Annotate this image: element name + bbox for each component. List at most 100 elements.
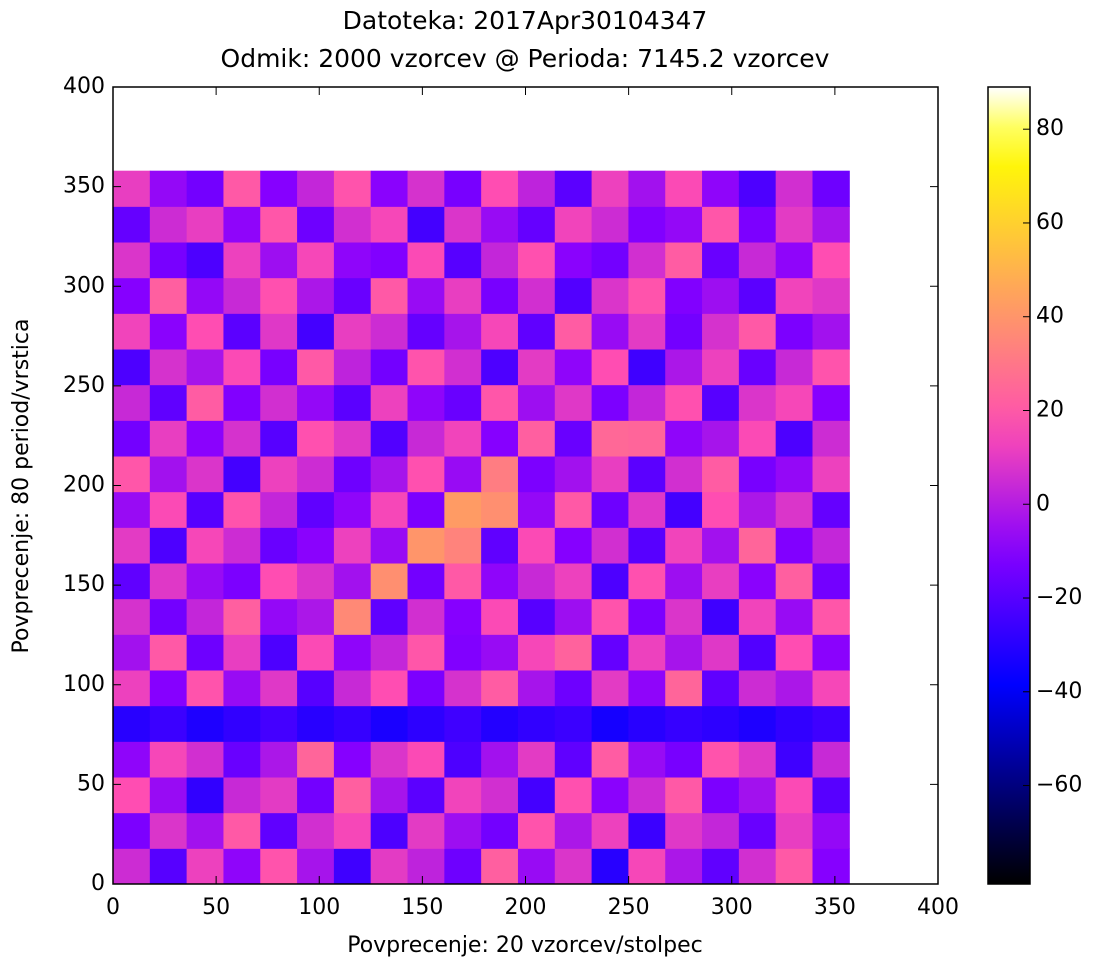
heatmap-cell — [223, 670, 261, 707]
heatmap-cell — [628, 634, 666, 671]
heatmap-cell — [333, 634, 372, 671]
heatmap-cell — [407, 491, 445, 528]
heatmap-cell — [702, 705, 740, 742]
heatmap-cell — [370, 491, 409, 528]
heatmap-cell — [444, 242, 482, 279]
heatmap-cell — [702, 563, 740, 600]
heatmap-cell — [554, 848, 593, 885]
heatmap-cell — [297, 313, 335, 350]
heatmap-cell — [775, 527, 813, 564]
heatmap-cell — [665, 491, 703, 528]
heatmap-cell — [775, 812, 813, 849]
heatmap-cell — [812, 741, 850, 778]
heatmap-cell — [702, 848, 740, 885]
heatmap-cell — [738, 349, 777, 386]
heatmap-cell — [113, 848, 151, 885]
heatmap-cell — [628, 741, 666, 778]
heatmap-cell — [260, 456, 298, 493]
heatmap-cell — [591, 206, 629, 243]
heatmap-cell — [370, 777, 409, 814]
x-tick-label: 300 — [711, 895, 753, 920]
heatmap-cell — [591, 705, 629, 742]
heatmap-cell — [591, 741, 629, 778]
heatmap-cell — [407, 313, 445, 350]
heatmap-cell — [370, 705, 409, 742]
heatmap-cell — [407, 242, 445, 279]
heatmap-cell — [591, 634, 629, 671]
heatmap-cell — [481, 777, 519, 814]
heatmap-cell — [591, 313, 629, 350]
heatmap-cell — [223, 456, 261, 493]
heatmap-cell — [702, 242, 740, 279]
heatmap-cell — [113, 170, 151, 207]
heatmap-cell — [812, 491, 850, 528]
heatmap-cell — [517, 277, 556, 314]
heatmap-cell — [333, 741, 372, 778]
heatmap-cell — [665, 384, 703, 421]
heatmap-cell — [260, 741, 298, 778]
heatmap-cell — [554, 349, 593, 386]
chart-subtitle: Odmik: 2000 vzorcev @ Perioda: 7145.2 vz… — [221, 44, 830, 73]
heatmap-cell — [260, 848, 298, 885]
heatmap-cell — [481, 670, 519, 707]
heatmap-cell — [297, 741, 335, 778]
heatmap-cell — [554, 206, 593, 243]
heatmap-cell — [702, 670, 740, 707]
heatmap-cell — [149, 670, 188, 707]
heatmap-cell — [517, 170, 556, 207]
heatmap-cell — [186, 349, 224, 386]
heatmap-cell — [113, 634, 151, 671]
heatmap-cell — [812, 206, 850, 243]
heatmap-cell — [223, 170, 261, 207]
heatmap-cell — [444, 491, 482, 528]
heatmap-cell — [738, 384, 777, 421]
heatmap-cell — [591, 242, 629, 279]
heatmap-cell — [665, 206, 703, 243]
heatmap-cell — [333, 313, 372, 350]
heatmap-cell — [444, 634, 482, 671]
heatmap-cell — [370, 741, 409, 778]
heatmap-cell — [260, 170, 298, 207]
heatmap-cell — [517, 313, 556, 350]
heatmap-cell — [554, 670, 593, 707]
heatmap-cell — [186, 848, 224, 885]
heatmap-cell — [738, 206, 777, 243]
x-tick-label: 200 — [505, 895, 547, 920]
heatmap-cell — [702, 634, 740, 671]
heatmap-cell — [297, 420, 335, 457]
heatmap-cell — [481, 848, 519, 885]
heatmap-cell — [407, 349, 445, 386]
heatmap-cell — [444, 741, 482, 778]
x-tick-label: 250 — [608, 895, 650, 920]
heatmap-cell — [775, 598, 813, 635]
heatmap-cell — [186, 170, 224, 207]
heatmap-cell — [297, 812, 335, 849]
heatmap-cell — [628, 527, 666, 564]
heatmap-cell — [149, 705, 188, 742]
heatmap-cell — [113, 812, 151, 849]
heatmap-cell — [665, 242, 703, 279]
heatmap-cell — [481, 598, 519, 635]
heatmap-cell — [407, 598, 445, 635]
heatmap-cell — [738, 563, 777, 600]
heatmap-cell — [665, 313, 703, 350]
colorbar-tick-label: 80 — [1036, 116, 1064, 141]
heatmap-cell — [444, 349, 482, 386]
y-tick-label: 350 — [63, 174, 105, 199]
heatmap-cell — [333, 491, 372, 528]
heatmap-cell — [370, 242, 409, 279]
heatmap-cell — [149, 848, 188, 885]
heatmap-cell — [149, 456, 188, 493]
heatmap-cell — [370, 277, 409, 314]
heatmap-cell — [297, 491, 335, 528]
heatmap-cell — [738, 848, 777, 885]
colorbar-tick-label: 20 — [1036, 397, 1064, 422]
heatmap-cell — [554, 491, 593, 528]
heatmap-cell — [260, 670, 298, 707]
heatmap-cell — [260, 277, 298, 314]
heatmap-cell — [297, 848, 335, 885]
heatmap-cell — [702, 812, 740, 849]
heatmap-cell — [665, 777, 703, 814]
heatmap-cell — [481, 170, 519, 207]
heatmap-cell — [149, 206, 188, 243]
